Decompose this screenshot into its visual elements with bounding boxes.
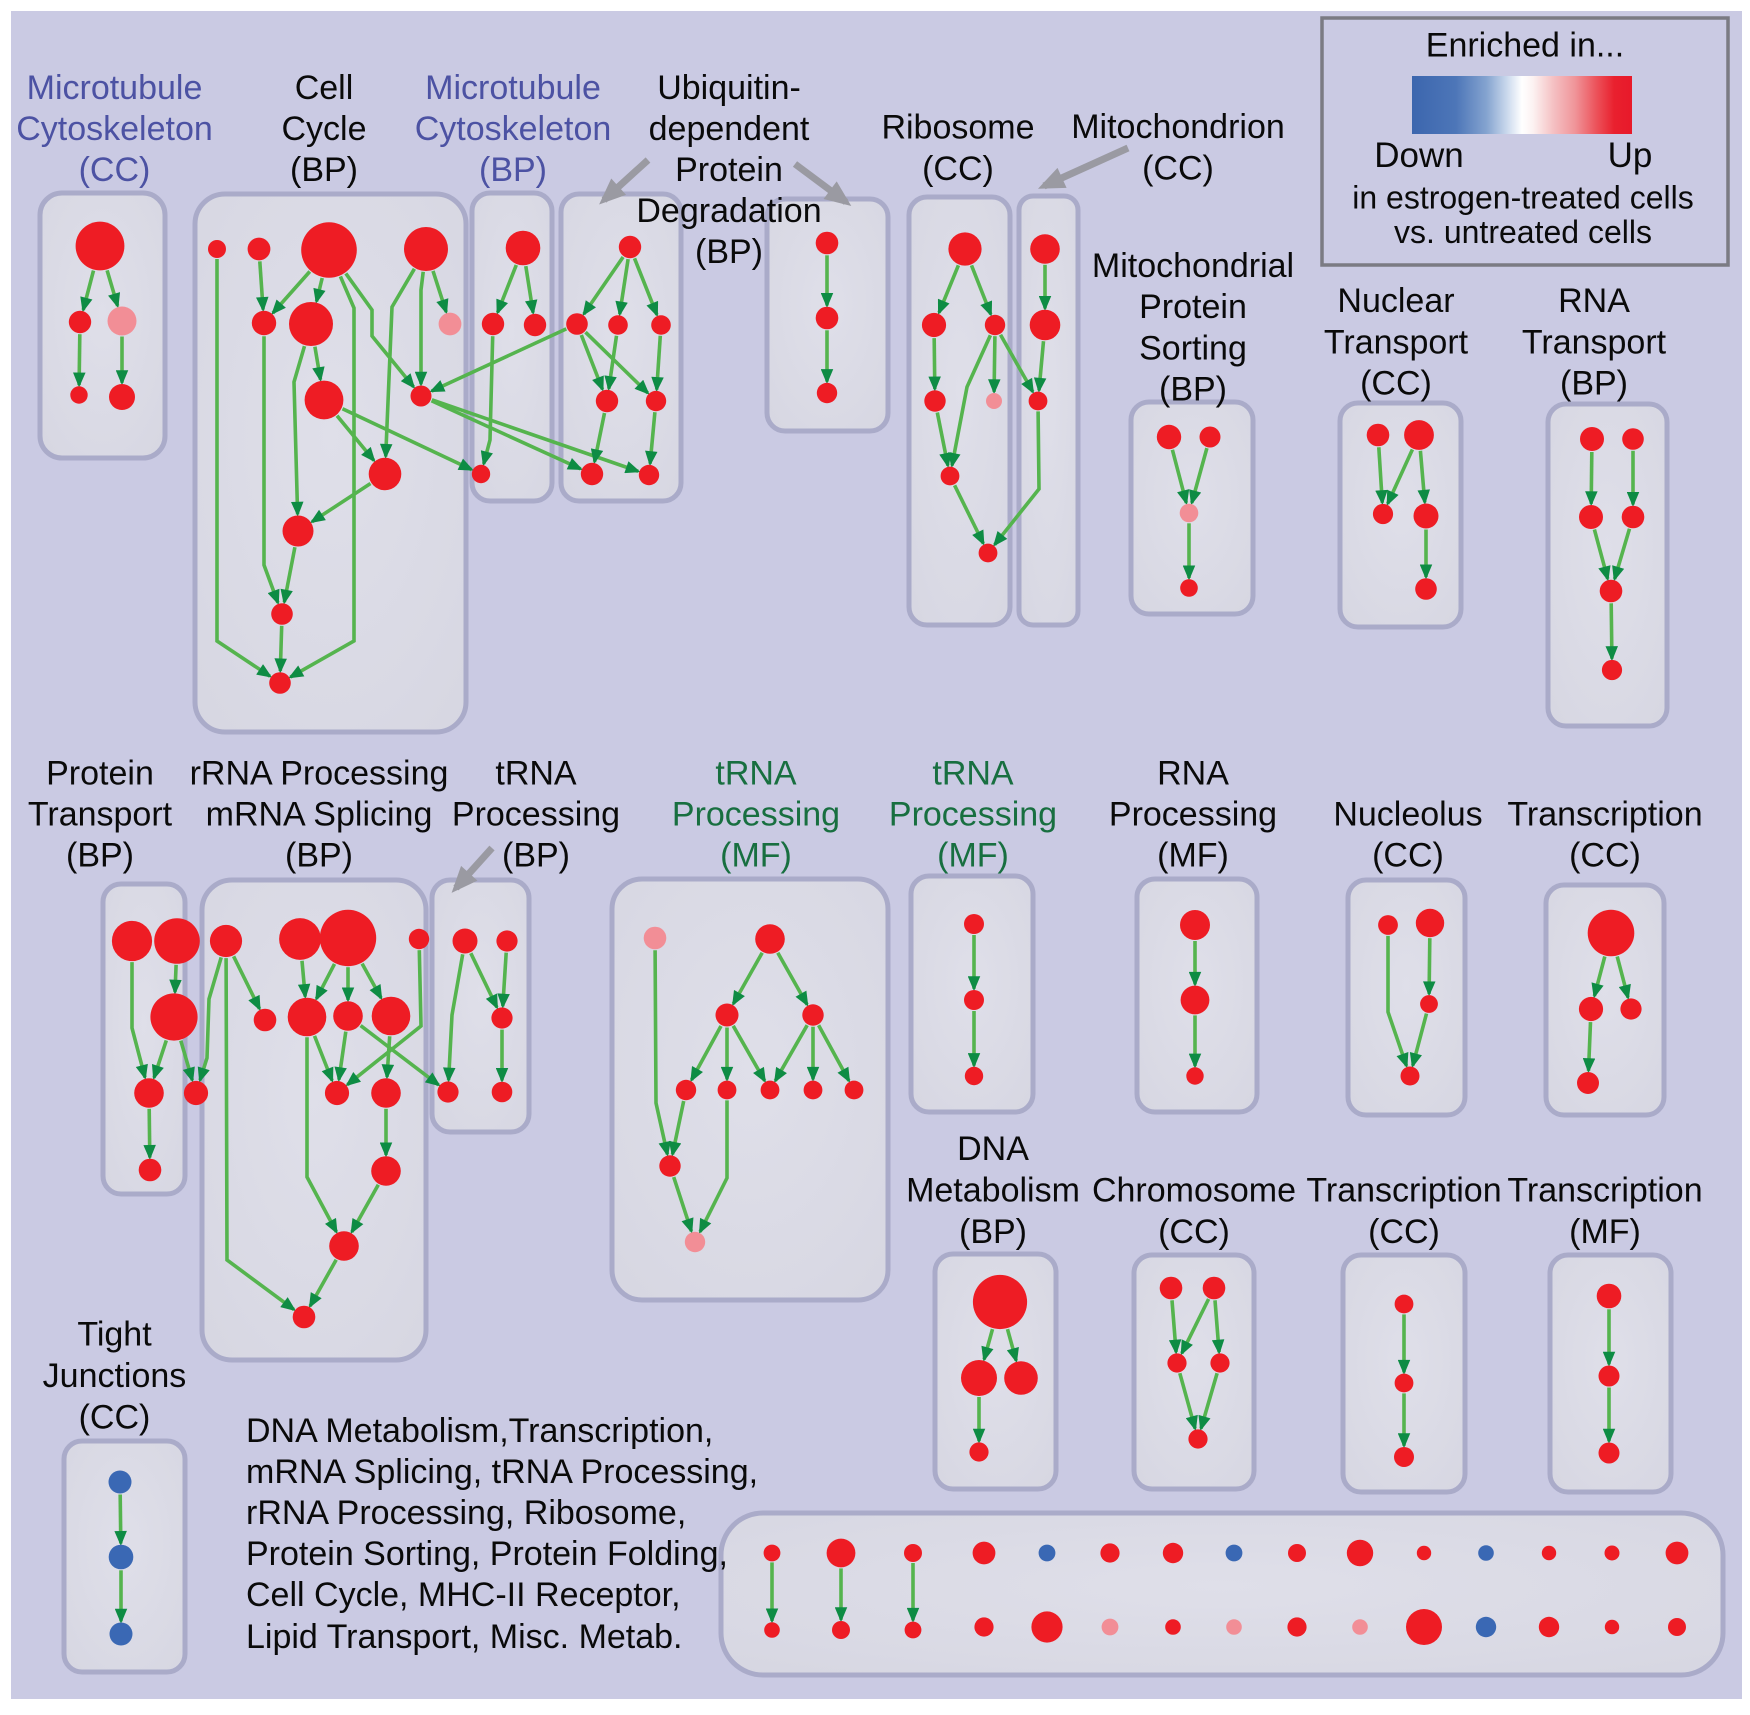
svg-text:tRNA: tRNA [715, 755, 797, 793]
svg-text:Protein: Protein [1139, 288, 1247, 326]
svg-text:tRNA: tRNA [932, 755, 1014, 793]
svg-text:Transport: Transport [1522, 324, 1667, 362]
svg-text:(BP): (BP) [290, 151, 358, 189]
svg-text:Degradation: Degradation [636, 192, 821, 230]
svg-text:(CC): (CC) [79, 151, 151, 189]
svg-text:vs. untreated cells: vs. untreated cells [1394, 214, 1652, 250]
svg-text:mRNA Splicing: mRNA Splicing [206, 796, 433, 834]
svg-text:Tight: Tight [77, 1316, 152, 1354]
svg-text:Transcription: Transcription [1507, 1172, 1702, 1210]
svg-text:Cytoskeleton: Cytoskeleton [415, 110, 612, 148]
svg-text:Processing: Processing [672, 796, 840, 834]
svg-text:(MF): (MF) [1569, 1213, 1641, 1251]
svg-text:in estrogen-treated cells: in estrogen-treated cells [1352, 180, 1694, 216]
svg-text:(MF): (MF) [1157, 837, 1229, 875]
svg-text:RNA: RNA [1157, 755, 1229, 793]
svg-text:(MF): (MF) [937, 837, 1009, 875]
svg-text:Transcription: Transcription [1507, 796, 1702, 834]
svg-text:mRNA Splicing, tRNA Processing: mRNA Splicing, tRNA Processing, [246, 1453, 758, 1491]
svg-text:Cell: Cell [295, 69, 354, 107]
svg-text:(CC): (CC) [1569, 837, 1641, 875]
svg-text:Protein Sorting, Protein Foldi: Protein Sorting, Protein Folding, [246, 1535, 728, 1573]
svg-text:Protein: Protein [675, 151, 783, 189]
svg-text:(CC): (CC) [1368, 1213, 1440, 1251]
svg-text:rRNA Processing, Ribosome,: rRNA Processing, Ribosome, [246, 1494, 686, 1532]
svg-text:dependent: dependent [649, 110, 810, 148]
svg-text:Metabolism: Metabolism [906, 1172, 1080, 1210]
svg-text:(BP): (BP) [695, 233, 763, 271]
svg-text:DNA: DNA [957, 1130, 1029, 1168]
svg-text:(CC): (CC) [1142, 150, 1214, 188]
svg-text:Transport: Transport [1324, 324, 1469, 362]
svg-text:(CC): (CC) [922, 150, 994, 188]
svg-text:(BP): (BP) [66, 837, 134, 875]
svg-text:(BP): (BP) [502, 837, 570, 875]
svg-text:(MF): (MF) [720, 837, 792, 875]
svg-text:(BP): (BP) [959, 1213, 1027, 1251]
svg-text:Sorting: Sorting [1139, 330, 1247, 368]
svg-text:Ribosome: Ribosome [881, 109, 1034, 147]
svg-text:tRNA: tRNA [495, 755, 577, 793]
svg-text:(CC): (CC) [1360, 365, 1432, 403]
svg-text:Junctions: Junctions [43, 1357, 187, 1395]
svg-text:(BP): (BP) [285, 837, 353, 875]
svg-text:Protein: Protein [46, 755, 154, 793]
svg-text:Down: Down [1374, 136, 1463, 175]
svg-text:Nuclear: Nuclear [1337, 282, 1454, 320]
svg-text:Transcription: Transcription [1306, 1172, 1501, 1210]
svg-text:Processing: Processing [1109, 796, 1277, 834]
svg-text:Nucleolus: Nucleolus [1333, 796, 1482, 834]
svg-text:(BP): (BP) [479, 151, 547, 189]
svg-text:Mitochondrial: Mitochondrial [1092, 247, 1294, 285]
svg-text:(CC): (CC) [79, 1399, 151, 1437]
svg-text:Mitochondrion: Mitochondrion [1071, 108, 1285, 146]
svg-text:Enriched in...: Enriched in... [1426, 27, 1624, 65]
svg-text:Transport: Transport [28, 796, 173, 834]
svg-text:rRNA Processing: rRNA Processing [190, 755, 449, 793]
svg-text:Up: Up [1608, 136, 1653, 175]
svg-text:Cell Cycle, MHC-II Receptor,: Cell Cycle, MHC-II Receptor, [246, 1576, 681, 1614]
svg-text:(CC): (CC) [1158, 1213, 1230, 1251]
svg-text:Microtubule: Microtubule [425, 69, 601, 107]
svg-text:Cycle: Cycle [281, 110, 366, 148]
svg-text:Processing: Processing [452, 796, 620, 834]
svg-text:DNA Metabolism,Transcription,: DNA Metabolism,Transcription, [246, 1412, 713, 1450]
svg-text:Cytoskeleton: Cytoskeleton [16, 110, 213, 148]
svg-text:Lipid Transport, Misc. Metab.: Lipid Transport, Misc. Metab. [246, 1618, 683, 1656]
svg-text:Processing: Processing [889, 796, 1057, 834]
svg-text:Microtubule: Microtubule [27, 69, 203, 107]
svg-text:RNA: RNA [1558, 282, 1630, 320]
svg-text:(BP): (BP) [1159, 371, 1227, 409]
svg-text:Chromosome: Chromosome [1092, 1172, 1296, 1210]
svg-text:(CC): (CC) [1372, 837, 1444, 875]
svg-text:(BP): (BP) [1560, 365, 1628, 403]
svg-text:Ubiquitin-: Ubiquitin- [657, 69, 801, 107]
